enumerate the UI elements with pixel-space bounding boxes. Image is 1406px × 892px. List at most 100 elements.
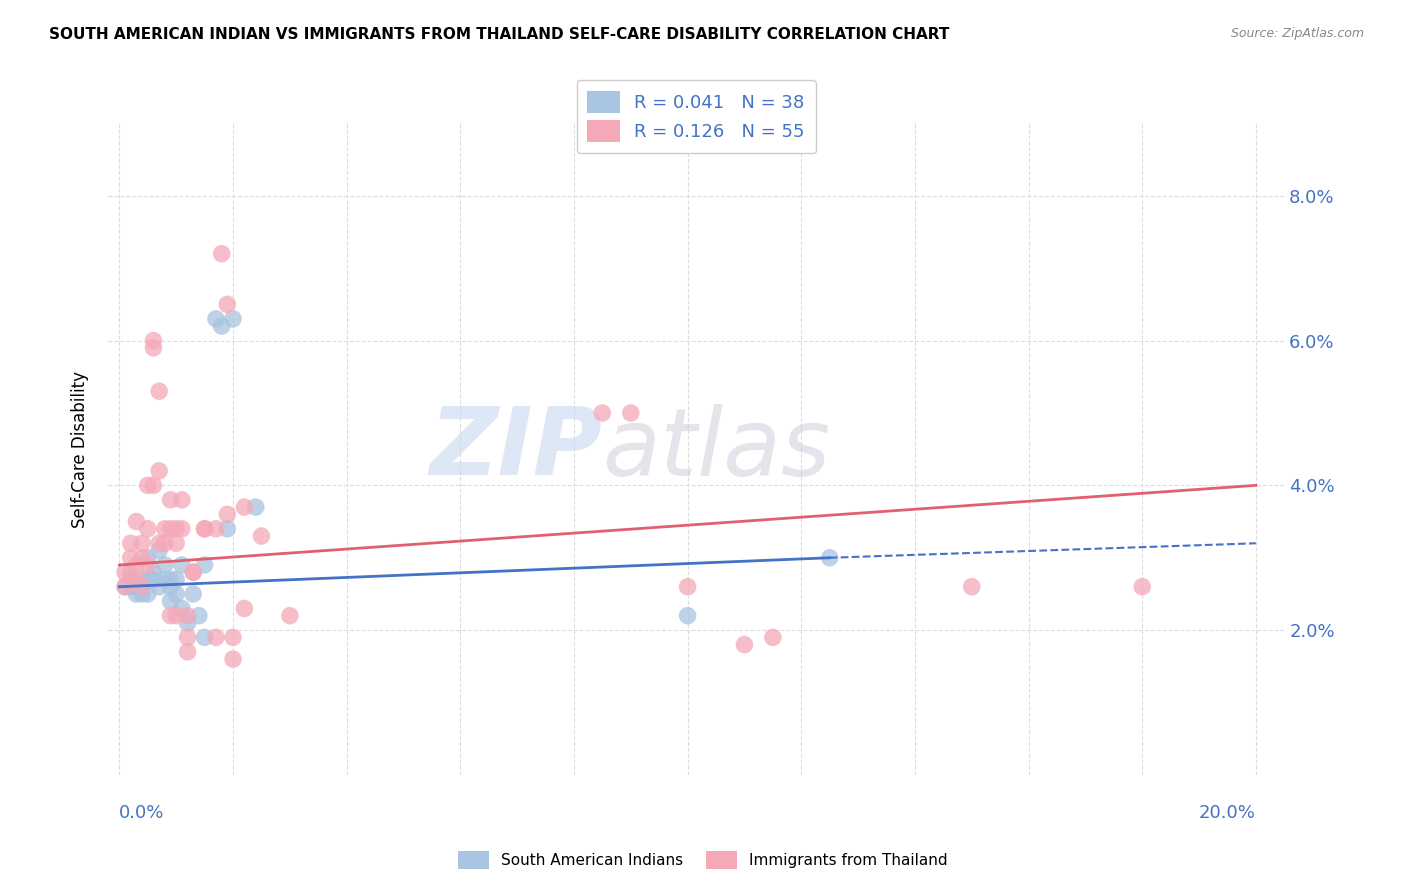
- Point: [176, 615, 198, 630]
- Point: [131, 573, 153, 587]
- Point: [153, 573, 176, 587]
- Point: [136, 478, 159, 492]
- Point: [194, 631, 217, 645]
- Point: [222, 311, 245, 326]
- Point: [159, 522, 181, 536]
- Point: [153, 536, 176, 550]
- Point: [170, 558, 193, 572]
- Point: [114, 566, 136, 580]
- Point: [591, 406, 613, 420]
- Point: [676, 580, 699, 594]
- Point: [176, 608, 198, 623]
- Point: [125, 580, 148, 594]
- Point: [131, 580, 153, 594]
- Text: 20.0%: 20.0%: [1199, 804, 1256, 822]
- Point: [620, 406, 643, 420]
- Point: [159, 492, 181, 507]
- Point: [131, 580, 153, 594]
- Point: [205, 311, 228, 326]
- Point: [136, 558, 159, 572]
- Point: [194, 522, 217, 536]
- Point: [170, 492, 193, 507]
- Point: [176, 631, 198, 645]
- Point: [181, 566, 204, 580]
- Legend: R = 0.041   N = 38, R = 0.126   N = 55: R = 0.041 N = 38, R = 0.126 N = 55: [576, 80, 815, 153]
- Point: [194, 558, 217, 572]
- Point: [181, 566, 204, 580]
- Point: [176, 645, 198, 659]
- Point: [1130, 580, 1153, 594]
- Point: [148, 464, 170, 478]
- Point: [222, 652, 245, 666]
- Text: atlas: atlas: [602, 404, 831, 495]
- Point: [211, 319, 233, 334]
- Point: [676, 608, 699, 623]
- Point: [125, 580, 148, 594]
- Point: [125, 587, 148, 601]
- Point: [148, 384, 170, 399]
- Point: [120, 550, 142, 565]
- Point: [245, 500, 267, 514]
- Point: [211, 246, 233, 260]
- Point: [125, 573, 148, 587]
- Point: [165, 536, 187, 550]
- Point: [142, 341, 165, 355]
- Point: [233, 601, 256, 615]
- Point: [159, 594, 181, 608]
- Point: [960, 580, 983, 594]
- Point: [165, 608, 187, 623]
- Point: [120, 566, 142, 580]
- Point: [136, 522, 159, 536]
- Point: [205, 631, 228, 645]
- Point: [148, 580, 170, 594]
- Point: [136, 550, 159, 565]
- Point: [114, 580, 136, 594]
- Point: [170, 601, 193, 615]
- Point: [159, 608, 181, 623]
- Point: [217, 508, 239, 522]
- Point: [142, 478, 165, 492]
- Point: [142, 573, 165, 587]
- Point: [125, 515, 148, 529]
- Point: [153, 558, 176, 572]
- Text: Source: ZipAtlas.com: Source: ZipAtlas.com: [1230, 27, 1364, 40]
- Point: [148, 543, 170, 558]
- Point: [125, 558, 148, 572]
- Point: [159, 573, 181, 587]
- Point: [159, 580, 181, 594]
- Point: [250, 529, 273, 543]
- Point: [120, 536, 142, 550]
- Point: [217, 522, 239, 536]
- Point: [762, 631, 785, 645]
- Point: [217, 297, 239, 311]
- Point: [170, 522, 193, 536]
- Point: [194, 522, 217, 536]
- Point: [233, 500, 256, 514]
- Point: [131, 536, 153, 550]
- Text: ZIP: ZIP: [429, 403, 602, 495]
- Point: [120, 573, 142, 587]
- Point: [142, 334, 165, 348]
- Point: [733, 638, 755, 652]
- Point: [142, 573, 165, 587]
- Point: [205, 522, 228, 536]
- Legend: South American Indians, Immigrants from Thailand: South American Indians, Immigrants from …: [453, 845, 953, 875]
- Point: [165, 573, 187, 587]
- Point: [131, 550, 153, 565]
- Point: [818, 550, 841, 565]
- Point: [120, 580, 142, 594]
- Point: [148, 536, 170, 550]
- Point: [165, 587, 187, 601]
- Text: SOUTH AMERICAN INDIAN VS IMMIGRANTS FROM THAILAND SELF-CARE DISABILITY CORRELATI: SOUTH AMERICAN INDIAN VS IMMIGRANTS FROM…: [49, 27, 949, 42]
- Point: [187, 608, 209, 623]
- Point: [153, 522, 176, 536]
- Point: [114, 580, 136, 594]
- Text: 0.0%: 0.0%: [120, 804, 165, 822]
- Point: [181, 587, 204, 601]
- Point: [278, 608, 301, 623]
- Point: [136, 587, 159, 601]
- Point: [142, 566, 165, 580]
- Point: [165, 522, 187, 536]
- Point: [131, 587, 153, 601]
- Point: [136, 573, 159, 587]
